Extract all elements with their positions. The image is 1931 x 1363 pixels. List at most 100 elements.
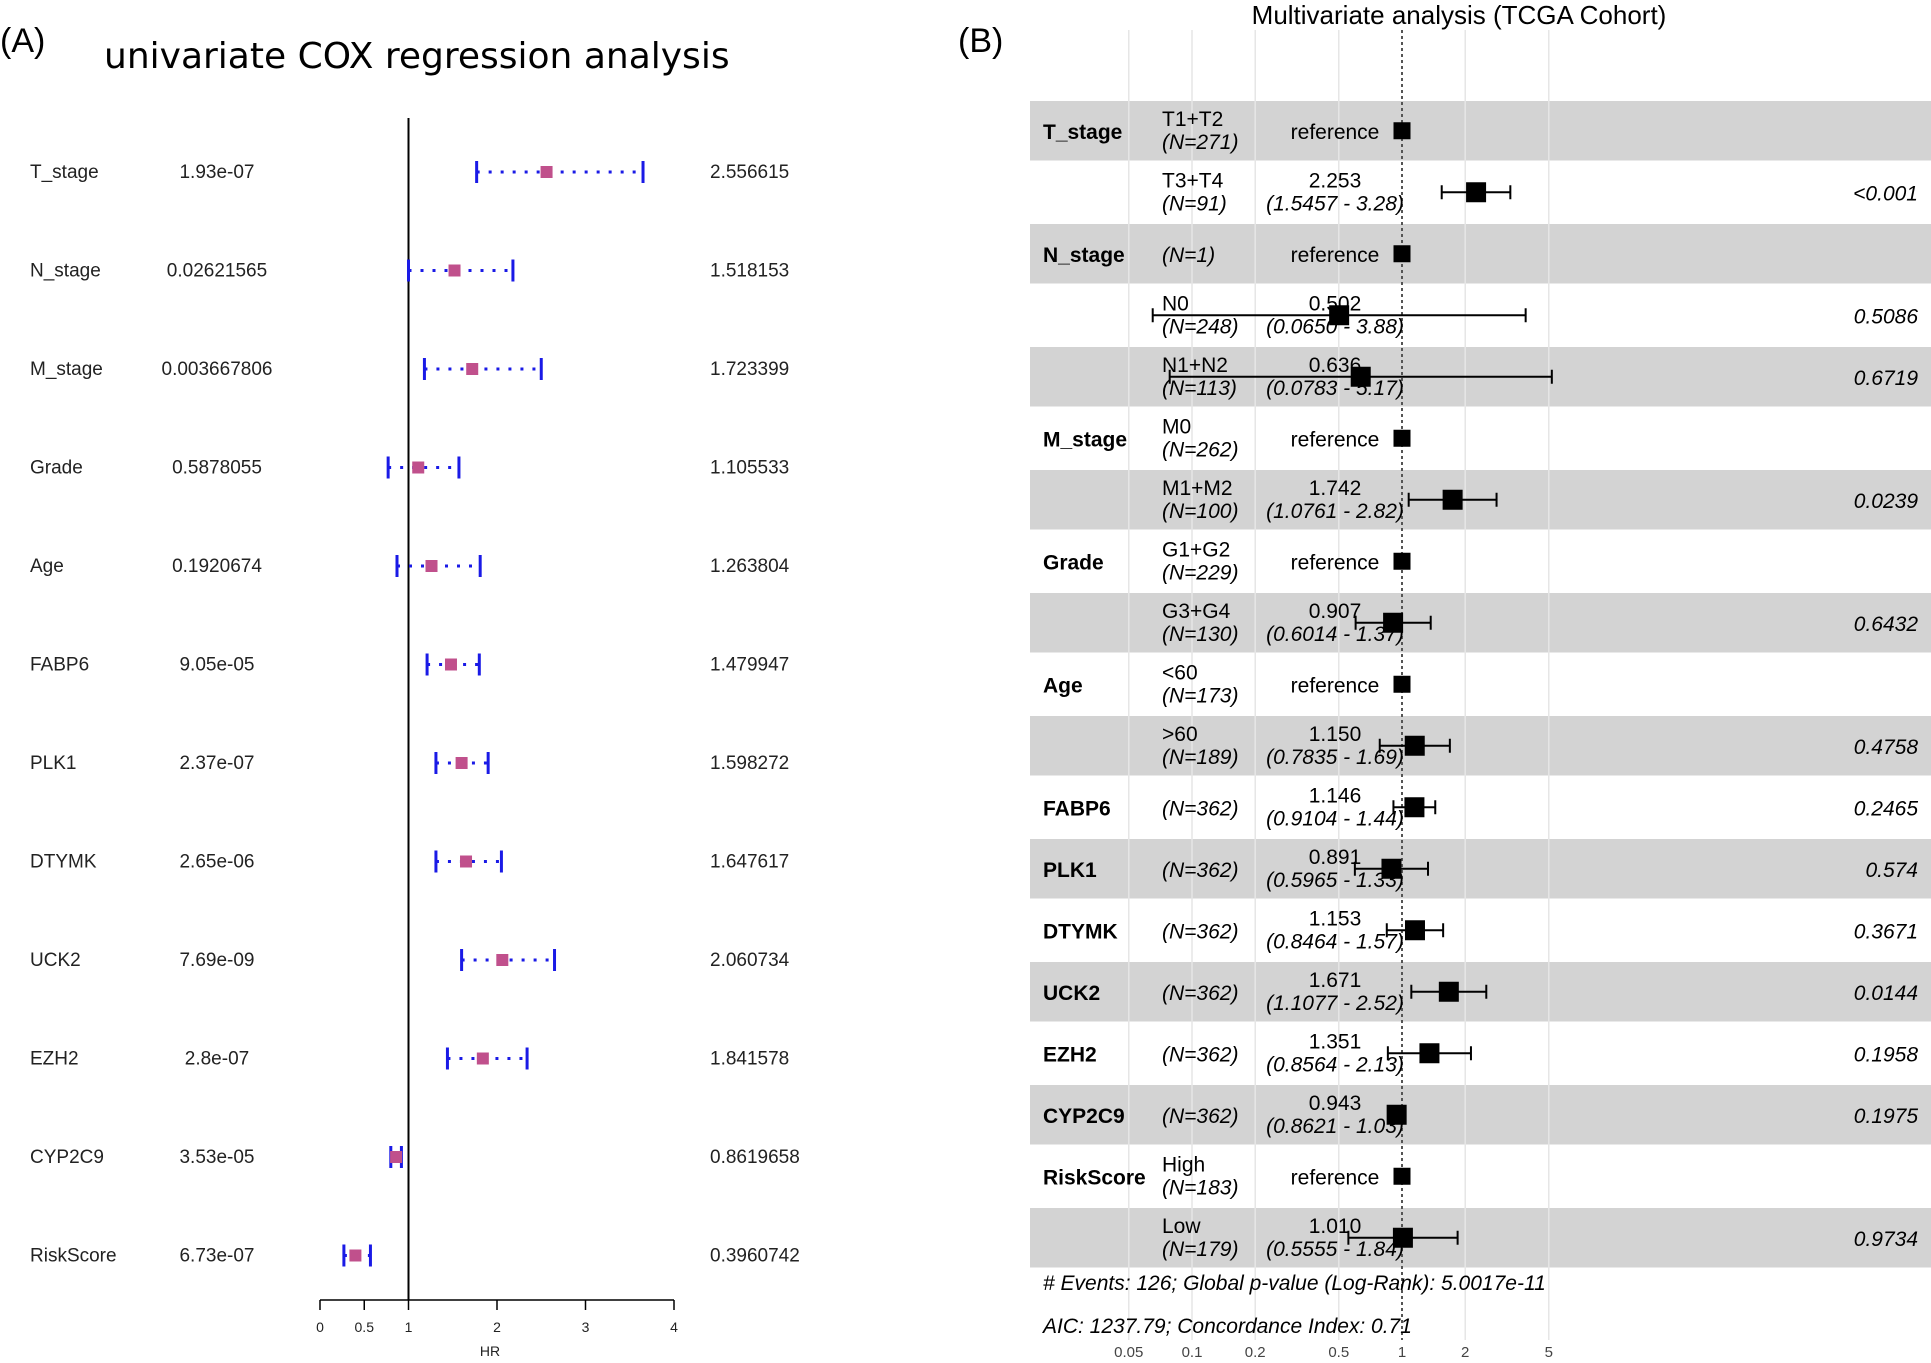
row-pvalue: 0.1920674 <box>172 556 262 577</box>
hr-point <box>540 166 553 178</box>
row-n: (N=362) <box>1162 1043 1238 1066</box>
hr-point <box>444 658 457 671</box>
hr-point <box>1466 182 1487 203</box>
row-pvalue: 6.73e-07 <box>179 1246 254 1267</box>
row-hr-value: 2.060734 <box>710 950 790 971</box>
hr-point <box>1393 675 1411 693</box>
hr-point <box>1438 981 1459 1002</box>
x-tick-label: 0.2 <box>1245 1344 1266 1361</box>
row-ci: (1.0761 - 2.82) <box>1266 500 1404 523</box>
row-band <box>1030 101 1931 161</box>
panel-b-title: Multivariate analysis (TCGA Cohort) <box>1252 0 1667 30</box>
x-tick-label: 0.5 <box>1328 1344 1349 1361</box>
row-ci: (0.8464 - 1.57) <box>1266 931 1404 954</box>
hr-point <box>1404 735 1425 756</box>
row-estimate: 1.351 <box>1309 1031 1362 1054</box>
row-n: (N=1) <box>1162 244 1215 267</box>
hr-point <box>496 954 509 966</box>
row-estimate: reference <box>1291 244 1380 267</box>
row-n: (N=262) <box>1162 439 1238 462</box>
panel-a-label: (A) <box>0 22 45 60</box>
row-n: (N=179) <box>1162 1238 1238 1261</box>
row-estimate: 1.742 <box>1309 477 1362 500</box>
row-n: (N=229) <box>1162 562 1238 585</box>
row-pvalue: 0.5878055 <box>172 458 262 479</box>
row-band <box>1030 716 1931 776</box>
row-ci: (1.1077 - 2.52) <box>1266 992 1404 1015</box>
row-level: <60 <box>1162 662 1198 685</box>
row-pvalue: 0.0144 <box>1854 982 1918 1005</box>
x-tick-label: 0.1 <box>1182 1344 1203 1361</box>
row-level: N0 <box>1162 293 1189 316</box>
row-n: (N=248) <box>1162 316 1238 339</box>
row-band <box>1030 224 1931 284</box>
hr-point <box>1381 858 1402 879</box>
row-ci: (0.5555 - 1.84) <box>1266 1238 1404 1261</box>
row-ci: (0.0650 - 3.88) <box>1266 316 1404 339</box>
row-level: T1+T2 <box>1162 108 1223 131</box>
row-hr-value: 1.598272 <box>710 753 789 774</box>
row-level: G1+G2 <box>1162 539 1230 562</box>
x-tick-label: 0.05 <box>1114 1344 1143 1361</box>
panel-b-forest: 0.05 0.1 0.2 0.5 1 2 5 T_stage T1+T2(N=271) refer… <box>1030 30 1931 1361</box>
row-n: (N=189) <box>1162 746 1238 769</box>
row-estimate: 0.943 <box>1309 1092 1362 1115</box>
row-variable: T_stage <box>1043 121 1122 144</box>
row-pvalue: 0.3671 <box>1854 920 1918 943</box>
row-pvalue: 0.9734 <box>1854 1228 1918 1251</box>
hr-point <box>349 1249 362 1262</box>
row-variable: CYP2C9 <box>1043 1105 1125 1128</box>
row-level: M0 <box>1162 416 1191 439</box>
row-variable: Age <box>1043 674 1083 697</box>
row-n: (N=362) <box>1162 797 1238 820</box>
hr-point <box>1393 245 1411 263</box>
row-ci: (0.7835 - 1.69) <box>1266 746 1404 769</box>
hr-point <box>1442 489 1463 510</box>
panel-a-forest: 0 0.5 1 2 3 4 T_stage 1.93e-07 2.556615 N_stage 0.… <box>30 118 800 1335</box>
row-variable: UCK2 <box>1043 982 1100 1005</box>
row-level: G3+G4 <box>1162 600 1231 623</box>
row-estimate: 0.636 <box>1309 354 1362 377</box>
row-pvalue: 2.37e-07 <box>179 753 254 774</box>
row-level: Low <box>1162 1215 1201 1238</box>
row-estimate: 1.153 <box>1309 908 1362 931</box>
row-estimate: 0.907 <box>1309 600 1362 623</box>
row-variable: FABP6 <box>1043 797 1111 820</box>
hr-point <box>476 1052 489 1065</box>
hr-point <box>1393 122 1411 140</box>
hr-point <box>466 363 479 375</box>
row-estimate: reference <box>1291 428 1380 451</box>
row-pvalue: 0.4758 <box>1854 736 1919 759</box>
row-pvalue: 2.8e-07 <box>185 1049 249 1070</box>
row-pvalue: 0.0239 <box>1854 490 1919 513</box>
hr-point <box>1350 366 1371 387</box>
row-pvalue: 3.53e-05 <box>179 1147 254 1168</box>
row-n: (N=362) <box>1162 920 1238 943</box>
row-estimate: 1.146 <box>1309 785 1362 808</box>
row-pvalue: 0.1958 <box>1854 1043 1919 1066</box>
row-pvalue: 7.69e-09 <box>179 950 254 971</box>
row-hr-value: 1.723399 <box>710 359 789 380</box>
row-pvalue: 1.93e-07 <box>179 162 254 183</box>
row-label: FABP6 <box>30 655 89 676</box>
row-hr-value: 0.3960742 <box>710 1246 800 1267</box>
hr-point <box>1329 305 1350 326</box>
row-variable: DTYMK <box>1043 920 1118 943</box>
row-n: (N=362) <box>1162 1105 1238 1128</box>
hr-point <box>412 461 425 474</box>
row-n: (N=130) <box>1162 623 1238 646</box>
row-band <box>1030 1085 1931 1145</box>
row-variable: Grade <box>1043 551 1104 574</box>
row-variable: M_stage <box>1043 428 1127 451</box>
x-tick-label: 2 <box>493 1319 501 1335</box>
row-n: (N=183) <box>1162 1177 1238 1200</box>
row-estimate: 0.891 <box>1309 846 1362 869</box>
hr-point <box>1393 429 1411 447</box>
row-label: M_stage <box>30 359 103 380</box>
row-n: (N=362) <box>1162 859 1238 882</box>
hr-point <box>1393 1167 1411 1185</box>
row-ci: (0.0783 - 5.17) <box>1266 377 1404 400</box>
row-variable: PLK1 <box>1043 859 1097 882</box>
x-tick-label: 2 <box>1461 1344 1469 1361</box>
